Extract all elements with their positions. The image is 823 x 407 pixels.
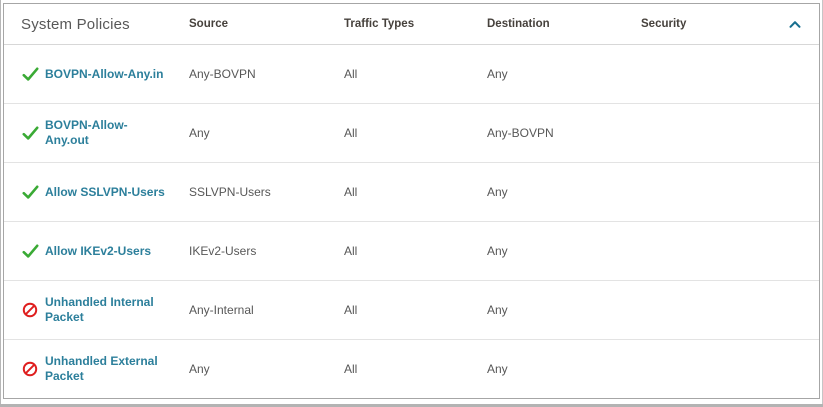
policy-name-cell: Unhandled Internal Packet (4, 295, 189, 325)
traffic-types-cell: All (344, 184, 358, 199)
table-row[interactable]: BOVPN-Allow-Any.in Any-BOVPN All Any (4, 45, 819, 103)
source-cell: Any (189, 125, 210, 140)
policy-name-cell: BOVPN-Allow-Any.in (4, 65, 189, 83)
source-cell: SSLVPN-Users (189, 184, 271, 199)
column-header-security: Security (641, 18, 687, 30)
policy-name-cell: BOVPN-Allow-Any.out (4, 118, 189, 148)
column-header-source: Source (189, 18, 228, 30)
check-icon (21, 242, 39, 260)
destination-cell: Any (487, 243, 508, 258)
policy-name-cell: Allow IKEv2-Users (4, 242, 189, 260)
traffic-types-cell: All (344, 302, 358, 317)
destination-cell: Any (487, 302, 508, 317)
panel-title: System Policies (21, 15, 130, 33)
collapse-panel-button[interactable] (789, 20, 823, 29)
traffic-types-cell: All (344, 66, 358, 81)
policy-name-cell: Allow SSLVPN-Users (4, 183, 189, 201)
policy-name-link[interactable]: Unhandled Internal Packet (45, 295, 154, 324)
source-cell: Any-BOVPN (189, 66, 256, 81)
check-icon (21, 124, 39, 142)
destination-cell: Any-BOVPN (487, 125, 554, 140)
traffic-types-cell: All (344, 243, 358, 258)
ban-icon (21, 360, 39, 378)
source-cell: Any-Internal (189, 302, 254, 317)
column-header-traffic-types: Traffic Types (344, 18, 415, 30)
policy-rows: BOVPN-Allow-Any.in Any-BOVPN All Any BOV… (4, 45, 819, 398)
table-row[interactable]: Unhandled Internal Packet Any-Internal A… (4, 280, 819, 339)
policy-name-link[interactable]: Allow IKEv2-Users (45, 243, 152, 258)
system-policies-panel: System Policies Source Traffic Types Des… (3, 3, 820, 399)
source-cell: IKEv2-Users (189, 243, 257, 258)
policy-name-link[interactable]: BOVPN-Allow-Any.in (45, 66, 164, 81)
policy-name-link[interactable]: Allow SSLVPN-Users (45, 184, 165, 199)
traffic-types-cell: All (344, 361, 358, 376)
source-cell: Any (189, 361, 210, 376)
table-row[interactable]: Allow SSLVPN-Users SSLVPN-Users All Any (4, 162, 819, 221)
destination-cell: Any (487, 66, 508, 81)
table-row[interactable]: BOVPN-Allow-Any.out Any All Any-BOVPN (4, 103, 819, 162)
traffic-types-cell: All (344, 125, 358, 140)
window-bottom-edge (0, 404, 823, 407)
column-header-destination: Destination (487, 18, 550, 30)
chevron-up-icon (789, 20, 801, 29)
policy-name-cell: Unhandled External Packet (4, 354, 189, 384)
table-header: System Policies Source Traffic Types Des… (4, 4, 819, 45)
check-icon (21, 65, 39, 83)
policy-name-link[interactable]: BOVPN-Allow-Any.out (45, 118, 128, 147)
table-row[interactable]: Allow IKEv2-Users IKEv2-Users All Any (4, 221, 819, 280)
destination-cell: Any (487, 184, 508, 199)
policy-name-link[interactable]: Unhandled External Packet (45, 354, 158, 383)
destination-cell: Any (487, 361, 508, 376)
check-icon (21, 183, 39, 201)
table-row[interactable]: Unhandled External Packet Any All Any (4, 339, 819, 398)
ban-icon (21, 301, 39, 319)
